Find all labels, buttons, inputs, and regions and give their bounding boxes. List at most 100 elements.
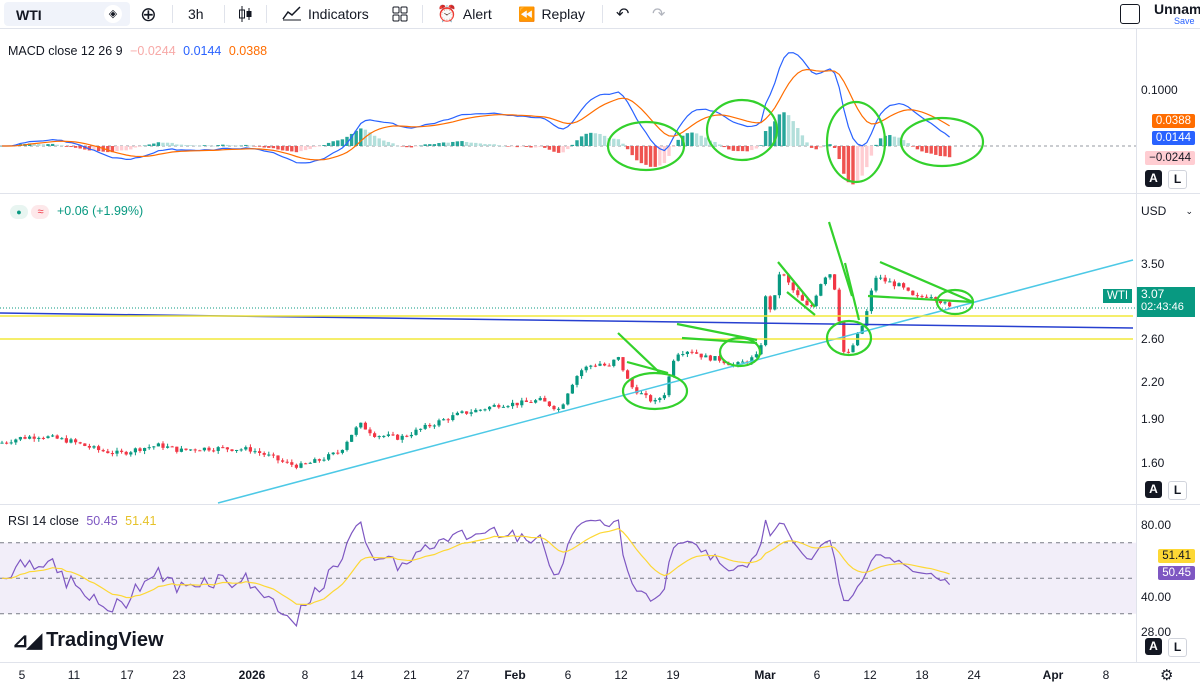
top-toolbar: WTI ◈ ⊕ 3h Indicators ⏰ Alert ⏪ Replay ↶… [0,0,1200,29]
rsi-legend[interactable]: RSI 14 close 50.45 51.41 [8,514,156,528]
candle-body [639,393,643,395]
replay-icon: ⏪ [518,5,536,22]
layout-name[interactable]: Unname [1154,1,1200,17]
time-axis-label: 8 [301,668,309,682]
candle-body [846,351,850,353]
currency-label: USD [1141,204,1167,218]
macd-histogram-bar [855,146,860,182]
time-axis-label: 21 [403,668,417,682]
candle-body [92,446,96,448]
divider [224,5,225,23]
compare-icon[interactable]: ◈ [104,5,122,23]
price-log-scale-button[interactable]: L [1168,481,1187,500]
candle-body [55,435,59,439]
candle-body [400,435,404,440]
layout-checkbox-icon[interactable] [1120,4,1140,24]
macd-histogram-bar [207,145,211,147]
undo-icon[interactable]: ↶ [616,6,630,23]
macd-histogram-bar [391,143,395,146]
time-axis-label: 19 [666,668,680,682]
macd-histogram-bar [363,129,368,146]
visibility-dot-icon[interactable]: ● [10,205,28,219]
macd-histogram-bar [188,145,193,146]
candle-body [230,449,234,451]
rsi-auto-scale-button[interactable]: A [1145,638,1162,655]
candle-body [520,400,524,406]
rsi-axis-label: 80.00 [1141,518,1172,532]
macd-log-scale-button[interactable]: L [1168,170,1187,189]
macd-legend[interactable]: MACD close 12 26 9 −0.0244 0.0144 0.0388 [8,44,267,58]
settings-gear-icon[interactable]: ⚙ [1160,667,1174,684]
templates-icon[interactable] [392,0,408,28]
candle-body [810,305,814,307]
macd-histogram-bar [37,143,41,146]
alert-button[interactable]: ⏰ Alert [437,0,492,28]
candle-body [948,302,952,307]
pane-divider[interactable] [0,504,1200,505]
candle-body [888,281,892,283]
pane-divider[interactable] [0,193,1200,194]
candle-body [138,448,142,451]
candle-body [630,378,634,388]
macd-histogram-bar [262,146,266,148]
source-wave-icon[interactable]: ≈ [31,205,50,219]
price-auto-scale-button[interactable]: A [1145,481,1162,498]
indicators-icon [282,5,302,24]
interval-button[interactable]: 3h [188,6,204,22]
candle-body [78,442,82,444]
candle-body [474,409,478,413]
price-pane [0,271,1136,470]
macd-histogram-bar [934,146,938,155]
macd-histogram-bar [138,146,142,147]
macd-histogram-bar [575,140,579,146]
candle-type-icon[interactable] [238,0,252,28]
macd-histogram-bar [423,144,427,146]
macd-histogram-bar [27,143,32,146]
macd-histogram-bar [786,115,791,146]
macd-histogram-bar [524,146,529,147]
macd-histogram-bar [635,146,639,161]
drawing-annotations[interactable] [0,98,1134,504]
candle-body [814,295,818,307]
candle-body [18,437,22,440]
macd-histogram-bar [244,144,248,146]
time-axis-label: 23 [172,668,186,682]
rsi-log-scale-button[interactable]: L [1168,638,1187,657]
macd-histogram-bar [184,145,188,146]
currency-select[interactable]: USD ⌄ [1137,200,1197,222]
macd-line-tag: 0.0144 [1151,131,1195,145]
candle-body [626,370,630,379]
macd-histogram-bar [809,146,814,148]
circle-annotation [825,319,873,357]
macd-histogram-bar [860,146,864,176]
candle-body [129,452,133,455]
macd-histogram-bar [285,146,289,151]
candle-body [281,460,285,462]
macd-auto-scale-button[interactable]: A [1145,170,1162,187]
indicators-button[interactable]: Indicators [282,0,369,28]
candle-body [101,450,105,452]
candle-body [718,356,722,361]
candle-body [193,449,197,451]
triangle-pattern-line [777,261,816,308]
macd-histogram-bar [193,145,197,147]
price-legend[interactable]: ● ≈ +0.06 (+1.99%) [10,204,143,219]
price-axis-label: 1.60 [1141,456,1165,470]
redo-icon[interactable]: ↷ [652,6,666,23]
tradingview-logo[interactable]: ⊿◢ TradingView [12,628,164,653]
candle-body [593,365,597,367]
save-button[interactable]: Save [1174,16,1195,26]
macd-histogram-bar [598,133,602,146]
macd-histogram-bar [777,114,782,146]
macd-histogram-bar [451,141,455,146]
candle-body [787,275,791,283]
replay-button[interactable]: ⏪ Replay [518,0,585,28]
candle-body [465,411,469,414]
candle-body [152,446,156,448]
symbol-search[interactable]: WTI ◈ [4,2,130,26]
candle-body [865,311,869,326]
macd-histogram-bar [533,146,538,148]
macd-histogram-bar [819,146,823,148]
add-symbol-icon[interactable]: ⊕ [140,3,157,26]
